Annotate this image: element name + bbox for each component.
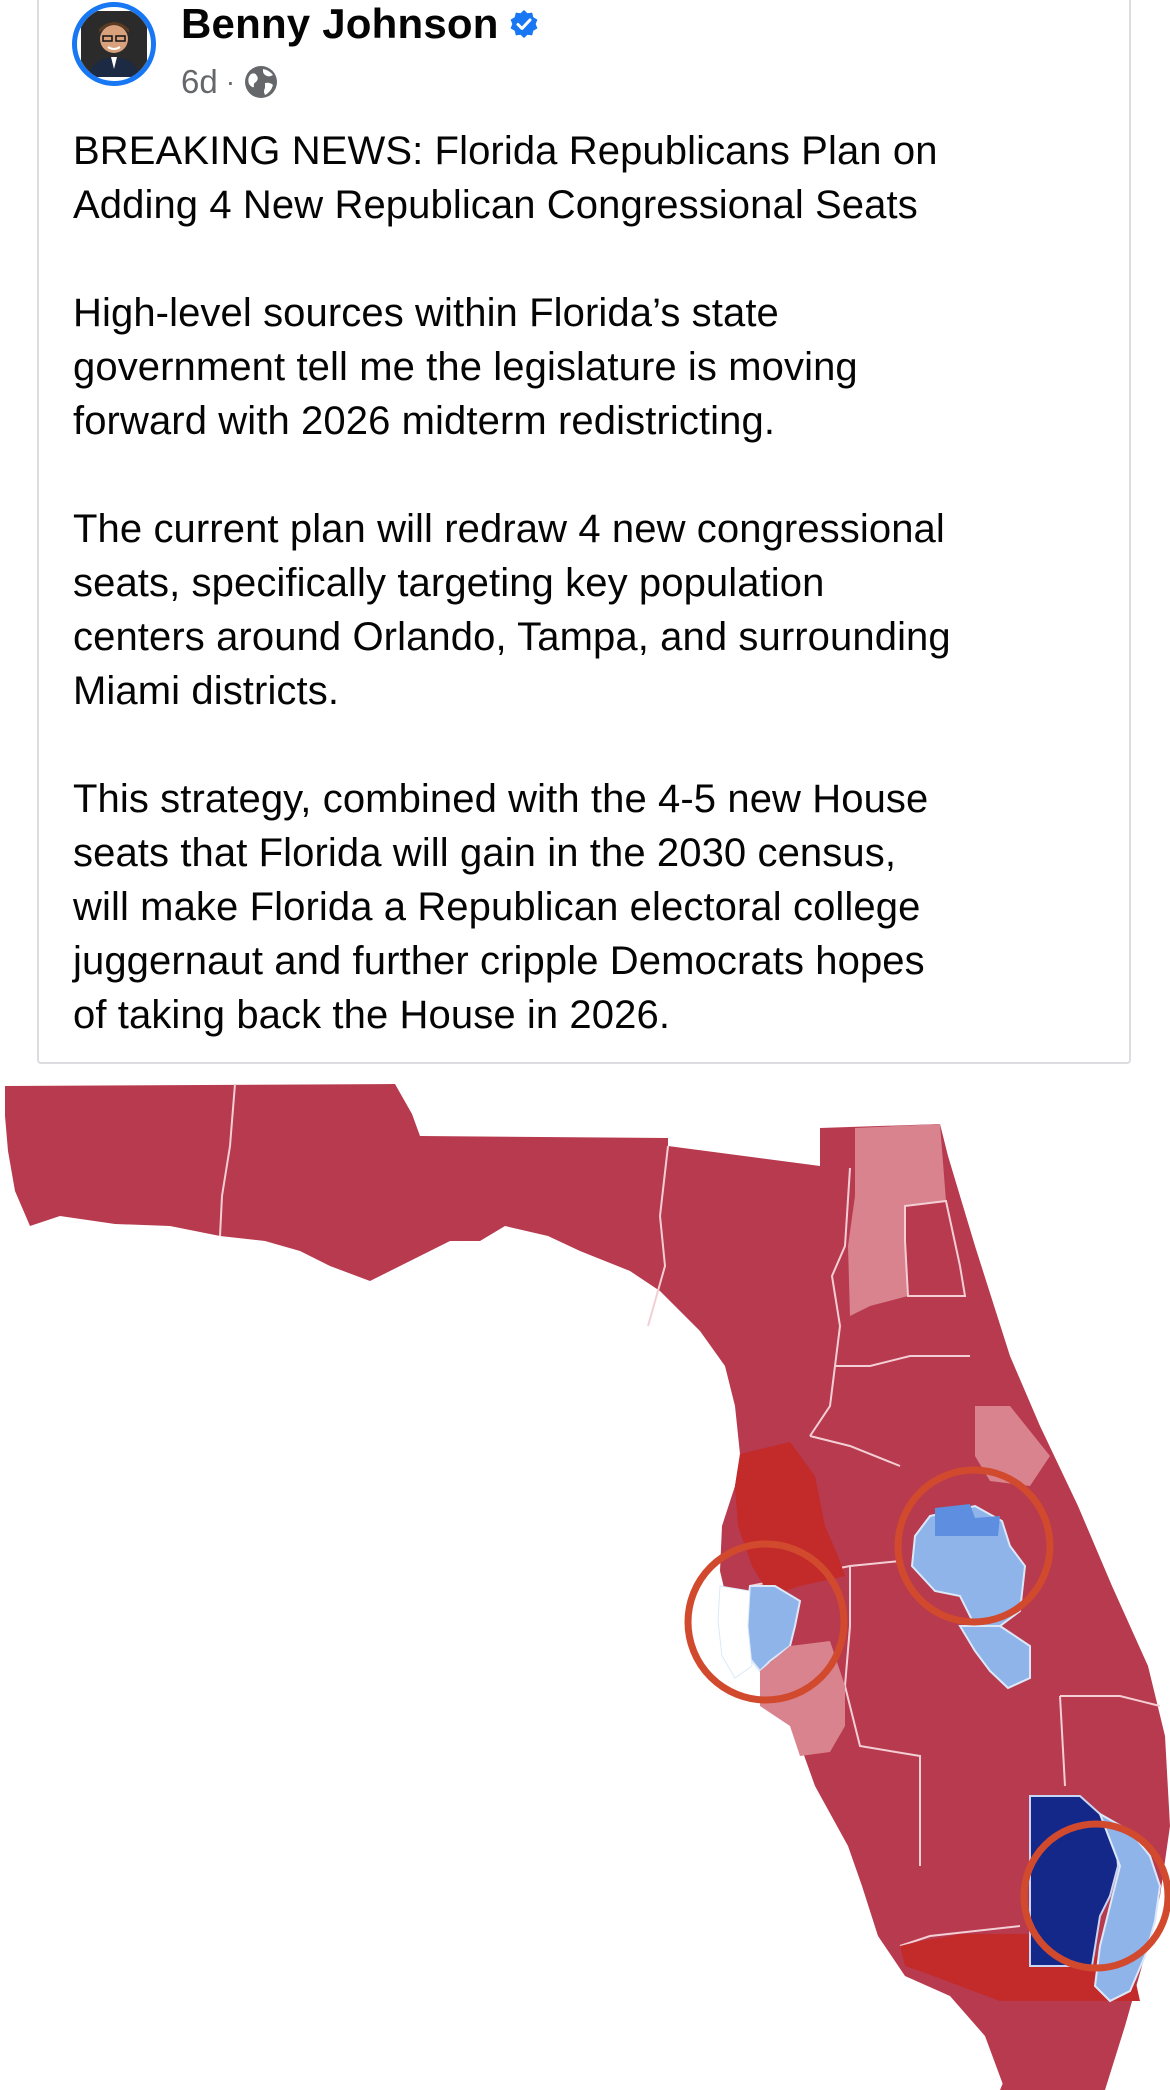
verified-badge-icon xyxy=(509,9,539,39)
post-text-line: Miami districts. xyxy=(73,669,340,713)
highlight-circle-miami xyxy=(1020,1820,1170,1972)
district-strong-rep-southwest xyxy=(900,1934,1140,2001)
district-orlando-south xyxy=(958,1625,1031,1690)
post-meta: 6d · xyxy=(181,60,279,104)
post-card xyxy=(37,0,1131,1064)
post-text-line: seats, specifically targeting key popula… xyxy=(73,561,825,605)
post-body: BREAKING NEWS: Florida Republicans Plan … xyxy=(73,124,1113,1042)
meta-separator: · xyxy=(225,66,236,97)
post-paragraph: This strategy, combined with the 4-5 new… xyxy=(73,772,1113,1042)
post-text-line: will make Florida a Republican electoral… xyxy=(73,885,921,929)
post-text-line: BREAKING NEWS: Florida Republicans Plan … xyxy=(73,129,938,173)
highlight-circle-orlando xyxy=(894,1466,1054,1626)
globe-icon xyxy=(243,64,279,100)
highlight-circle-tampa xyxy=(684,1540,848,1704)
highlight-circles xyxy=(684,1466,1170,1972)
post-text-line: seats that Florida will gain in the 2030… xyxy=(73,831,897,875)
post-text-line: centers around Orlando, Tampa, and surro… xyxy=(73,615,951,659)
post-text-line: This strategy, combined with the 4-5 new… xyxy=(73,777,929,821)
post-text-line: The current plan will redraw 4 new congr… xyxy=(73,507,945,551)
post-text-line: juggernaut and further cripple Democrats… xyxy=(73,939,925,983)
district-lean-rep-northeast xyxy=(848,1124,946,1316)
post-text-line: Adding 4 New Republican Congressional Se… xyxy=(73,183,918,227)
post-time[interactable]: 6d xyxy=(181,63,218,100)
district-lean-rep-daytona xyxy=(975,1406,1050,1486)
district-strong-rep-west xyxy=(735,1442,845,1596)
post-paragraph: High-level sources within Florida’s stat… xyxy=(73,286,1113,448)
florida-state-base xyxy=(5,1084,1170,2090)
florida-keys xyxy=(1000,2046,1105,2090)
district-jacksonville xyxy=(904,1199,967,1297)
post-text-line: of taking back the House in 2026. xyxy=(73,993,671,1037)
post-text-line: government tell me the legislature is mo… xyxy=(73,345,858,389)
post-text-line: forward with 2026 midterm redistricting. xyxy=(73,399,776,443)
florida-district-map xyxy=(5,1083,1170,2090)
avatar-portrait-icon xyxy=(81,11,147,77)
post-paragraph: BREAKING NEWS: Florida Republicans Plan … xyxy=(73,124,1113,232)
district-tampa-west xyxy=(717,1585,753,1679)
post-paragraph: The current plan will redraw 4 new congr… xyxy=(73,502,1113,718)
author-avatar[interactable] xyxy=(72,2,156,86)
post-image[interactable] xyxy=(0,1066,1170,2090)
author-row: Benny Johnson xyxy=(181,0,539,50)
post-text-line: High-level sources within Florida’s stat… xyxy=(73,291,779,335)
district-orlando-dem xyxy=(935,1504,1000,1536)
author-name[interactable]: Benny Johnson xyxy=(181,0,499,47)
